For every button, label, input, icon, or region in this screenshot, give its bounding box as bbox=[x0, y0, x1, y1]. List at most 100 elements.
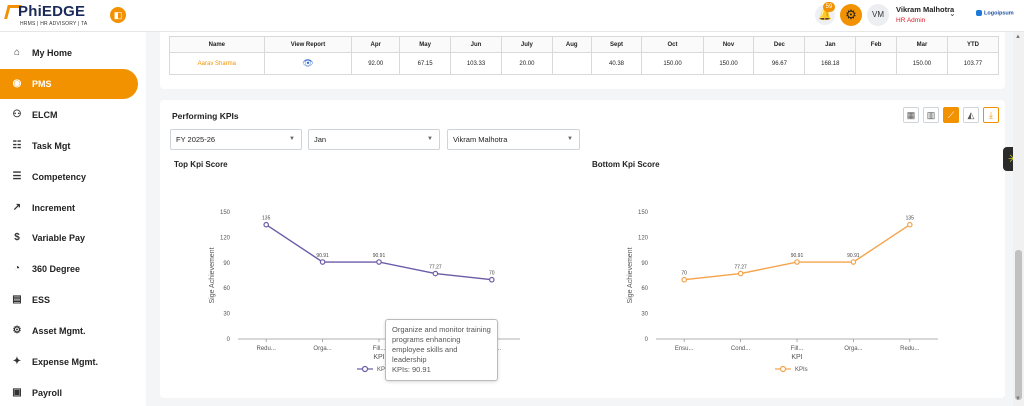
sidebar-item-expense-mgmt[interactable]: ✦ Expense Mgmt. bbox=[0, 347, 138, 377]
report-card: Name View Report Apr May Jun July Aug Sept Oct No… bbox=[160, 32, 1005, 89]
sidebar-item-label: ELCM bbox=[32, 109, 58, 120]
y-tick-label: 0 bbox=[645, 337, 649, 343]
eye-icon[interactable]: 👁 bbox=[302, 58, 314, 68]
report-table: Name View Report Apr May Jun July Aug Sept Oct No… bbox=[169, 36, 1000, 75]
chart-tooltip: Organize and monitor training programs e… bbox=[385, 319, 498, 381]
phiedge-logo[interactable]: PhiEDGE HRMS | HR ADVISORY | TA bbox=[4, 3, 96, 29]
data-label: 135 bbox=[262, 216, 271, 222]
chevron-down-icon[interactable]: ⌄ bbox=[949, 9, 956, 18]
performing-kpis-card: Performing KPIs ▦ ▥ ⟋ ◭ ⤓ FY 2025-26 ▼ Ja… bbox=[160, 100, 1005, 398]
x-tick-label: Orga... bbox=[844, 346, 863, 352]
y-tick-label: 60 bbox=[223, 286, 230, 292]
company-logo: Logoipsum bbox=[976, 10, 1014, 16]
sidebar-item-label: Task Mgt bbox=[32, 140, 71, 151]
column-header: Name bbox=[169, 36, 265, 53]
month-select[interactable]: Jan ▼ bbox=[308, 129, 440, 150]
table-header-row: Name View Report Apr May Jun July Aug Sept Oct No… bbox=[169, 36, 1000, 53]
x-tick-label: Redu... bbox=[900, 346, 920, 352]
sidebar-item-label: Competency bbox=[32, 171, 87, 182]
chart-toolbar: ▦ ▥ ⟋ ◭ ⤓ bbox=[903, 107, 999, 123]
top-kpi-chart: 0 30 60 90 120 150 Sige Achievement Redu... Orga… bbox=[209, 210, 520, 373]
sidebar-item-my-home[interactable]: ⌂ My Home bbox=[0, 38, 138, 68]
table-row: Aarav Sharma 👁 92.00 67.15 103.33 20.00 40.38 1… bbox=[169, 52, 1000, 75]
document-icon: ▤ bbox=[12, 294, 22, 306]
sidebar-item-increment[interactable]: ↗ Increment bbox=[0, 193, 138, 223]
y-tick-label: 90 bbox=[641, 261, 648, 267]
sidebar-item-payroll[interactable]: ▣ Payroll bbox=[0, 378, 138, 406]
legend-marker bbox=[361, 365, 369, 373]
column-header: May bbox=[399, 36, 452, 53]
scroll-up-icon[interactable]: ▲ bbox=[1015, 34, 1021, 40]
avatar[interactable]: VM bbox=[867, 4, 889, 26]
bar-chart-icon[interactable]: ▥ bbox=[923, 107, 939, 123]
table-cell: 92.00 bbox=[351, 52, 401, 75]
table-cell: 103.77 bbox=[946, 52, 1000, 75]
column-header: Nov bbox=[702, 36, 755, 53]
data-point bbox=[263, 221, 270, 228]
task-icon: ☷ bbox=[12, 139, 22, 151]
column-header: Oct bbox=[641, 36, 704, 53]
y-axis-label: Sige Achievement bbox=[627, 247, 634, 303]
data-label: 77.27 bbox=[429, 265, 442, 271]
tooltip-text: Organize and monitor training programs e… bbox=[392, 325, 491, 364]
people-icon: ⚇ bbox=[12, 108, 22, 120]
y-tick-label: 150 bbox=[638, 210, 649, 216]
sidebar-item-360-degree[interactable]: ◔ 360 Degree bbox=[0, 254, 138, 284]
table-cell: 150.00 bbox=[702, 52, 755, 75]
tooltip-value: KPIs: 90.91 bbox=[392, 365, 431, 374]
column-header: Feb bbox=[855, 36, 897, 53]
logo-text: PhiEDGE bbox=[18, 3, 86, 20]
chevron-down-icon: ▼ bbox=[427, 136, 433, 142]
employee-select-value: Vikram Malhotra bbox=[453, 135, 508, 144]
employee-name[interactable]: Aarav Sharma bbox=[169, 52, 265, 75]
download-icon[interactable]: ⤓ bbox=[983, 107, 999, 123]
scroll-thumb[interactable] bbox=[1015, 250, 1022, 400]
table-view-icon[interactable]: ▦ bbox=[903, 107, 919, 123]
gear-icon[interactable]: ⚙ bbox=[840, 4, 862, 26]
sidebar-item-competency[interactable]: ☰ Competency bbox=[0, 162, 138, 192]
employee-select[interactable]: Vikram Malhotra ▼ bbox=[447, 129, 580, 150]
table-cell bbox=[551, 52, 592, 75]
table-cell: 168.18 bbox=[804, 52, 857, 75]
year-select[interactable]: FY 2025-26 ▼ bbox=[170, 129, 302, 150]
expense-icon: ✦ bbox=[12, 356, 22, 367]
top-header: PhiEDGE HRMS | HR ADVISORY | TA ◧ 🔔 59 ⚙… bbox=[0, 0, 1024, 32]
sidebar-item-pms[interactable]: ◉ PMS bbox=[0, 68, 138, 99]
column-header: Sept bbox=[590, 36, 643, 53]
sidebar-item-asset-mgmt[interactable]: ⚙ Asset Mgmt. bbox=[0, 316, 138, 346]
sidebar-item-variable-pay[interactable]: $ Variable Pay bbox=[0, 223, 138, 253]
y-tick-label: 30 bbox=[223, 312, 230, 318]
sidebar-item-elcm[interactable]: ⚇ ELCM bbox=[0, 100, 138, 130]
legend-label: KPIs bbox=[795, 367, 808, 373]
column-header: Dec bbox=[753, 36, 806, 53]
data-label: 77.27 bbox=[734, 265, 747, 271]
y-tick-label: 0 bbox=[227, 337, 231, 343]
sidebar-item-label: Increment bbox=[32, 202, 76, 213]
data-point bbox=[906, 221, 913, 228]
scrollbar[interactable]: ▲ ▼ bbox=[1013, 32, 1024, 406]
year-select-value: FY 2025-26 bbox=[176, 135, 216, 144]
x-tick-label: Cond... bbox=[731, 346, 751, 352]
legend-label: KPIs bbox=[377, 367, 390, 373]
y-tick-label: 120 bbox=[220, 235, 231, 241]
menu-toggle-icon[interactable]: ◧ bbox=[110, 7, 126, 23]
x-tick-label: Redu... bbox=[257, 346, 277, 352]
sidebar-item-ess[interactable]: ▤ ESS bbox=[0, 285, 138, 315]
sidebar-item-task-mgt[interactable]: ☷ Task Mgt bbox=[0, 131, 138, 161]
data-point bbox=[794, 259, 800, 265]
table-cell bbox=[855, 52, 897, 75]
data-label: 90.91 bbox=[847, 253, 860, 259]
logo-tagline: HRMS | HR ADVISORY | TA bbox=[20, 21, 88, 27]
line-chart-icon[interactable]: ⟋ bbox=[943, 107, 959, 123]
scroll-down-icon[interactable]: ▼ bbox=[1015, 396, 1021, 402]
x-tick-label: Fill... bbox=[791, 346, 804, 352]
table-cell: 150.00 bbox=[896, 52, 948, 75]
user-name[interactable]: Vikram Malhotra bbox=[896, 5, 955, 14]
sidebar-item-label: Asset Mgmt. bbox=[32, 326, 86, 337]
sidebar-item-label: ESS bbox=[32, 295, 51, 306]
area-chart-icon[interactable]: ◭ bbox=[963, 107, 979, 123]
x-axis-label: KPI bbox=[373, 354, 384, 361]
sidebar-item-label: PMS bbox=[32, 78, 52, 89]
360-icon: ◔ bbox=[13, 263, 21, 275]
sidebar-item-label: Expense Mgmt. bbox=[32, 357, 99, 367]
